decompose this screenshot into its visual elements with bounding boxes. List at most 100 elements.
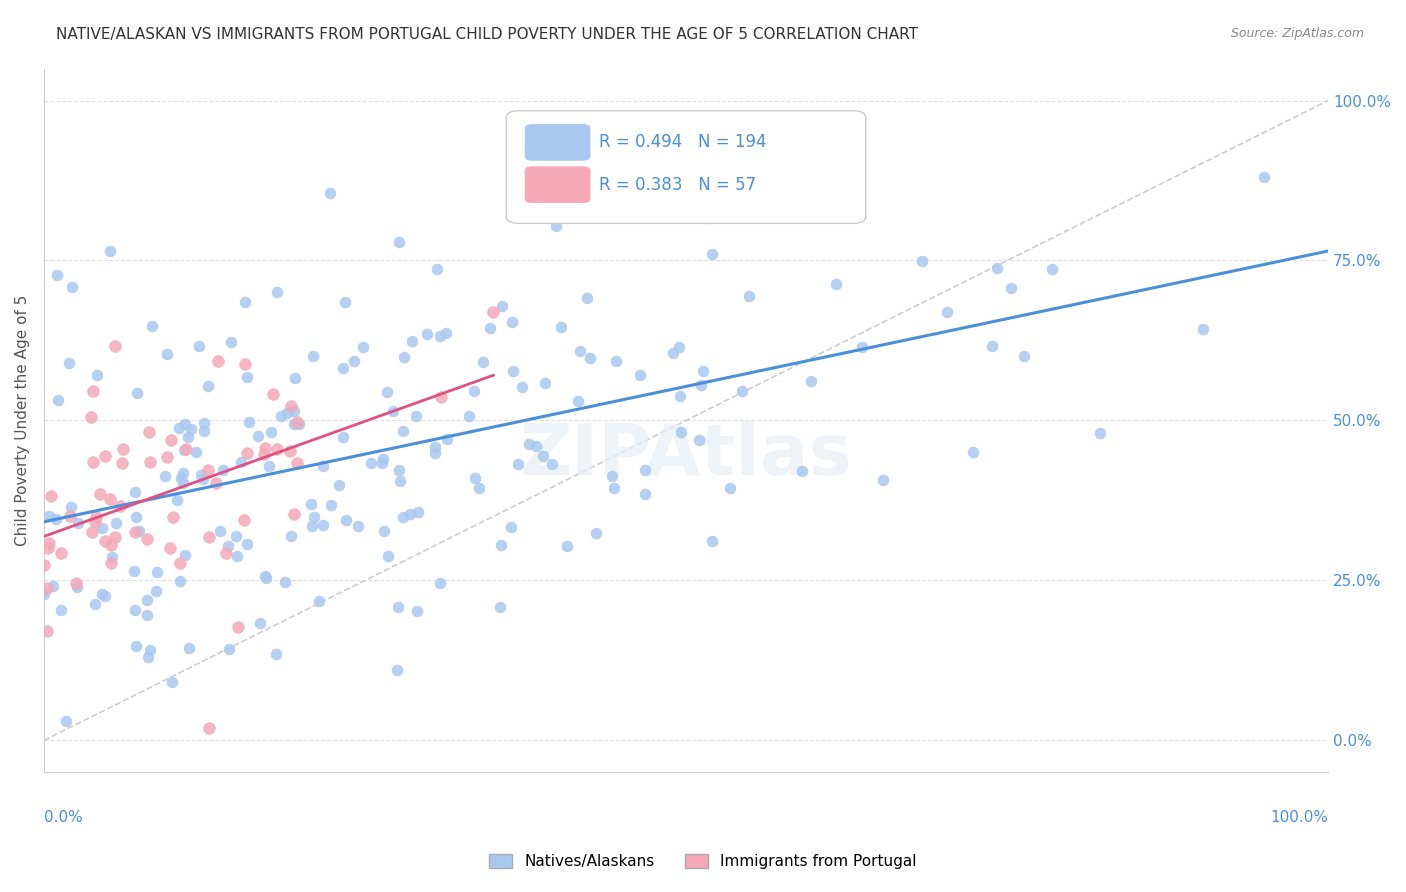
Point <box>162 510 184 524</box>
Point <box>233 295 256 310</box>
Point <box>318 186 340 200</box>
Point <box>491 300 513 314</box>
Point <box>236 446 259 460</box>
Point <box>59 500 82 515</box>
Point <box>89 487 111 501</box>
Point <box>167 421 190 435</box>
Point <box>84 597 107 611</box>
Point <box>190 467 212 482</box>
Point <box>160 675 183 690</box>
Text: R = 0.494   N = 194: R = 0.494 N = 194 <box>599 134 766 152</box>
Point <box>312 517 335 532</box>
Text: 0.0%: 0.0% <box>44 810 83 825</box>
Point <box>80 410 103 425</box>
Point <box>533 449 555 463</box>
Point <box>35 624 58 638</box>
Point <box>471 354 494 368</box>
Point <box>579 351 602 365</box>
Point <box>124 524 146 539</box>
Point <box>228 620 250 634</box>
Point <box>98 492 121 507</box>
Point <box>690 378 713 392</box>
Point <box>332 361 354 376</box>
FancyBboxPatch shape <box>506 111 866 223</box>
Point <box>259 458 281 473</box>
Point <box>170 471 193 485</box>
Point <box>32 558 55 572</box>
Point <box>388 474 411 488</box>
Point <box>391 510 413 524</box>
Point <box>141 318 163 333</box>
Point <box>233 513 256 527</box>
Point <box>145 584 167 599</box>
Point <box>139 643 162 657</box>
Point <box>135 532 157 546</box>
Point <box>217 539 239 553</box>
Point <box>197 379 219 393</box>
Point <box>399 508 422 522</box>
Point <box>434 326 457 340</box>
Point <box>65 576 87 591</box>
Point <box>1191 321 1213 335</box>
Point <box>108 499 131 513</box>
Point <box>332 430 354 444</box>
Point <box>371 451 394 466</box>
Point <box>700 534 723 549</box>
Point <box>986 260 1008 275</box>
Point <box>104 339 127 353</box>
Point <box>825 277 848 291</box>
Point <box>603 482 626 496</box>
Point <box>82 455 104 469</box>
Point <box>501 316 523 330</box>
Point <box>482 304 505 318</box>
Point <box>172 467 194 481</box>
Point <box>585 526 607 541</box>
Point <box>388 235 411 249</box>
Point <box>392 424 415 438</box>
Point <box>360 456 382 470</box>
Point <box>51 603 73 617</box>
Point <box>191 472 214 486</box>
Point <box>634 486 657 500</box>
Point <box>41 489 63 503</box>
Point <box>173 443 195 458</box>
Point <box>430 390 453 404</box>
Point <box>207 354 229 368</box>
Point <box>499 520 522 534</box>
Point <box>669 389 692 403</box>
Point <box>159 541 181 555</box>
Point <box>198 530 221 544</box>
Point <box>42 579 65 593</box>
Point <box>208 524 231 538</box>
Point <box>555 539 578 553</box>
Point <box>406 604 429 618</box>
Point <box>177 430 200 444</box>
Point <box>510 379 533 393</box>
Point <box>381 404 404 418</box>
Point <box>60 280 83 294</box>
Point <box>32 587 55 601</box>
Point <box>457 409 479 423</box>
Point <box>45 511 67 525</box>
Point <box>668 340 690 354</box>
Point <box>628 368 651 382</box>
Point <box>962 444 984 458</box>
Point <box>193 424 215 438</box>
Text: ZIPAtlas: ZIPAtlas <box>520 421 852 491</box>
Point <box>169 557 191 571</box>
Point <box>550 319 572 334</box>
Point <box>231 454 253 468</box>
Point <box>308 594 330 608</box>
Point <box>634 463 657 477</box>
Point <box>218 642 240 657</box>
Point <box>86 510 108 524</box>
Point <box>94 449 117 463</box>
Point <box>172 476 194 491</box>
Point <box>65 580 87 594</box>
FancyBboxPatch shape <box>526 167 589 202</box>
Point <box>285 457 308 471</box>
Point <box>254 441 277 455</box>
Point <box>333 295 356 310</box>
Point <box>111 457 134 471</box>
Point <box>93 590 115 604</box>
